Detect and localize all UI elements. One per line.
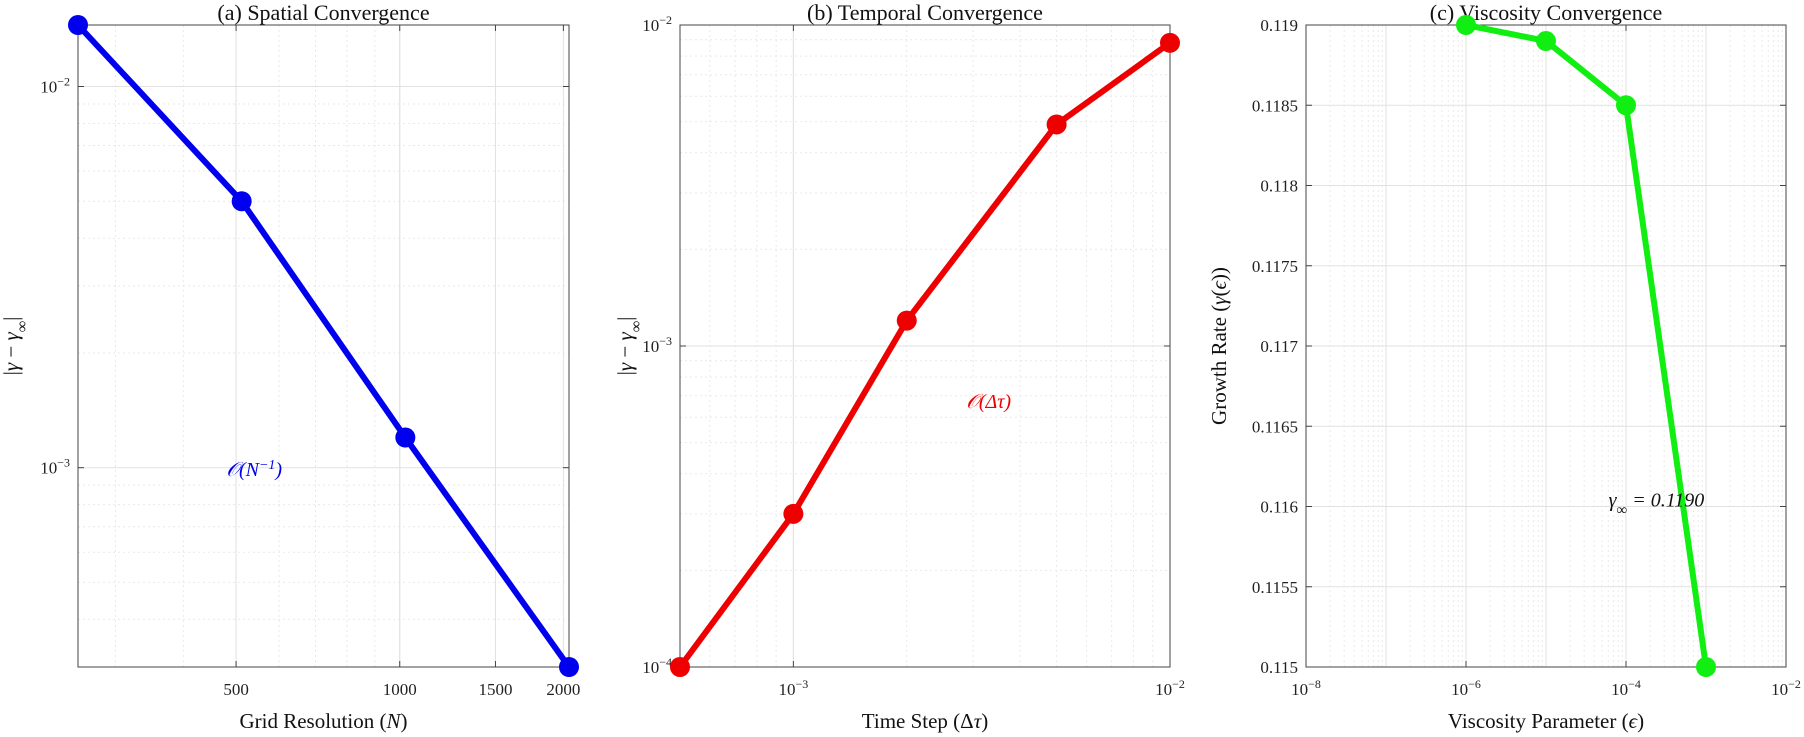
data-point (1536, 31, 1556, 52)
data-point (1696, 657, 1716, 677)
plot-frame (77, 24, 570, 668)
data-point (231, 191, 252, 212)
y-axis-label: |γ − γ∞| (613, 317, 645, 376)
chart-title: (b) Temporal Convergence (807, 0, 1043, 25)
x-tick-label: 10−6 (1451, 677, 1481, 699)
chart-panel-3: 10−8 10−6 10−4 10−2 0.115 0.1155 0.116 0.1165 0.… (1207, 0, 1801, 733)
y-tick-label: 0.1175 (1252, 257, 1298, 276)
y-tick-label: 10−2 (40, 75, 70, 97)
chart-panel-1: 500 1000 1500 2000 10−3 10−2 (a) Spatial Conve… (0, 0, 580, 733)
data-point (395, 427, 416, 448)
y-tick-label: 10−2 (642, 13, 672, 35)
data-point (1160, 32, 1180, 53)
x-tick-label: 500 (223, 680, 249, 699)
chart-panel-2: 10−3 10−2 10−4 10−3 10−2 (b) Temporal Converg… (613, 0, 1185, 733)
data-point (68, 15, 88, 35)
annotation: 𝒪(Δτ) (966, 391, 1011, 413)
y-tick-label: 10−4 (642, 655, 672, 677)
grid (679, 24, 1171, 668)
data-point (1456, 15, 1476, 35)
data-point (783, 503, 804, 524)
x-tick-label: 1000 (383, 680, 417, 699)
y-tick-label: 0.1155 (1252, 578, 1298, 597)
y-axis-label: |γ − γ∞| (0, 317, 31, 376)
data-point (559, 657, 579, 677)
x-axis-label: Viscosity Parameter (ϵ) (1448, 709, 1644, 733)
series-line (75, 22, 572, 670)
x-tick-label: 10−3 (778, 677, 808, 699)
data-point (1616, 95, 1636, 116)
y-tick-label: 0.116 (1260, 498, 1298, 517)
x-tick-label: 2000 (546, 680, 580, 699)
series-line (1463, 22, 1709, 670)
y-tick-label: 10−3 (40, 456, 70, 478)
y-tick-label: 0.1185 (1252, 96, 1298, 115)
y-tick-label: 0.117 (1260, 337, 1298, 356)
y-tick-label: 0.1165 (1252, 417, 1298, 436)
y-axis-label: Growth Rate (γ(ϵ)) (1207, 267, 1231, 425)
annotation: γ∞ = 0.1190 (1609, 490, 1705, 519)
y-tick-label: 0.119 (1260, 16, 1298, 35)
y-tick-label: 10−3 (642, 334, 672, 356)
y-tick-label: 0.118 (1260, 177, 1298, 196)
data-point (1046, 114, 1067, 135)
x-axis-label: Time Step (Δτ) (862, 709, 988, 733)
series-line (677, 39, 1173, 670)
annotation: 𝒪(N−1) (226, 458, 282, 482)
x-tick-label: 10−2 (1771, 677, 1801, 699)
x-tick-label: 10−2 (1155, 677, 1185, 699)
data-point (670, 657, 690, 677)
grid (1305, 24, 1787, 668)
x-tick-label: 1500 (478, 680, 512, 699)
grid (78, 25, 569, 668)
x-tick-label: 10−4 (1611, 677, 1641, 699)
y-tick-label: 0.115 (1260, 658, 1298, 677)
chart-title: (a) Spatial Convergence (217, 0, 429, 25)
x-tick-label: 10−8 (1291, 677, 1321, 699)
x-axis-label: Grid Resolution (N) (239, 709, 407, 733)
data-point (896, 310, 917, 331)
